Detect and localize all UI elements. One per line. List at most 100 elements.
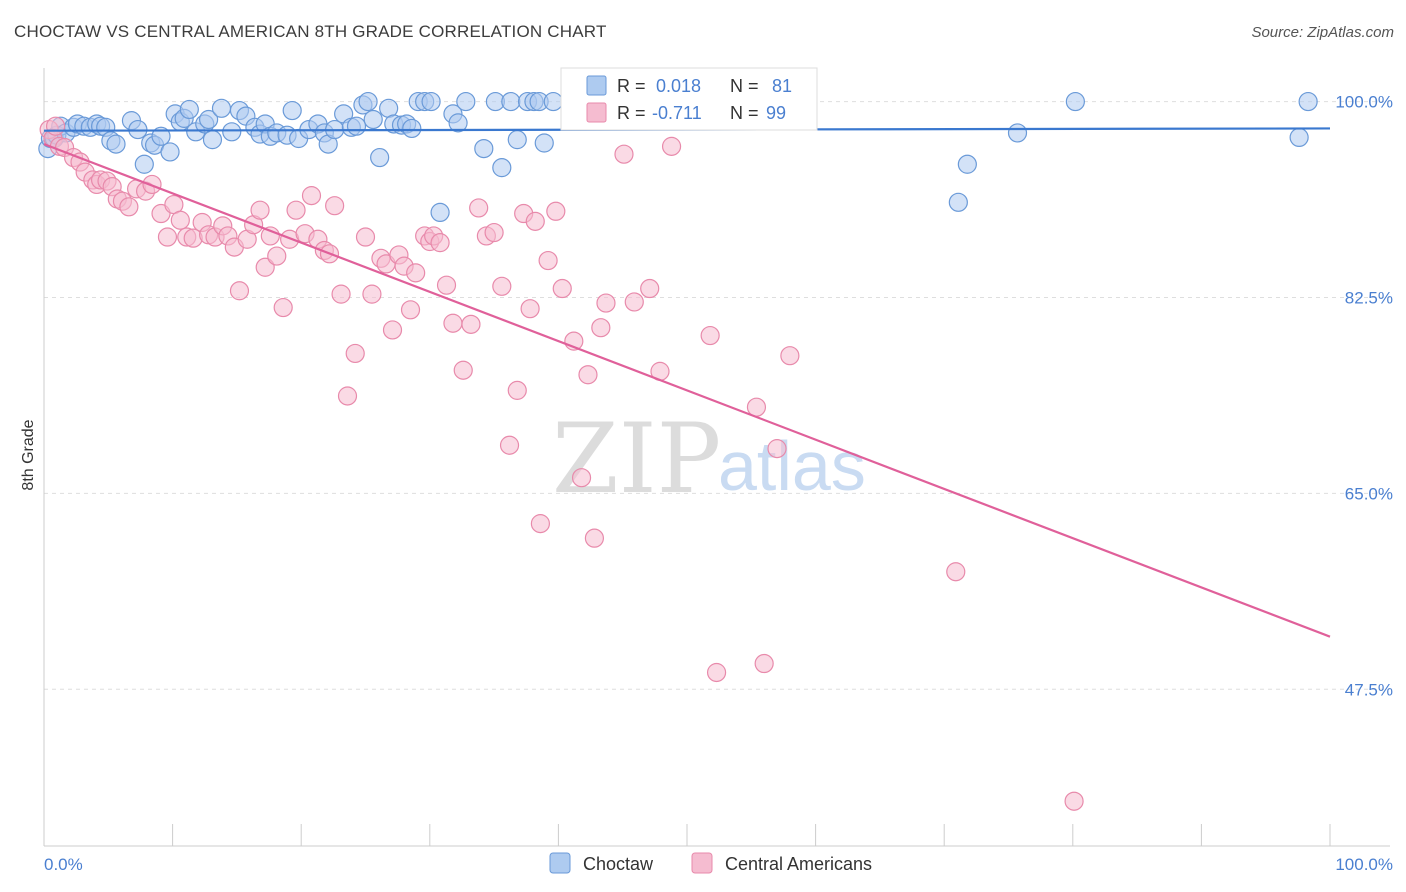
legend-swatch-choctaw [586,75,607,96]
x-tick-label: 0.0% [44,855,83,874]
central-americans-point [430,233,450,253]
central-americans-point [507,380,527,400]
choctaw-point [1007,123,1028,143]
bottom-legend: Choctaw Central Americans [549,852,872,874]
bottom-legend-swatch-central-americans [691,852,713,874]
central-americans-point [400,300,421,320]
legend-r-value-choctaw: 0.018 [656,76,701,96]
central-americans-point [661,136,682,156]
choctaw-point [501,91,521,112]
central-americans-point [337,386,358,406]
y-tick-label: 100.0% [1335,93,1393,112]
axes-layer [43,68,1390,847]
central-americans-point [700,325,720,346]
central-americans-point [229,281,250,301]
bottom-legend-swatch-choctaw [549,852,571,874]
central-americans-point [286,200,306,220]
central-americans-point [484,222,504,243]
legend-n-label-central-americans: N = [730,103,759,123]
y-axis-label: 8th Grade [20,419,37,490]
central-americans-point [273,297,293,318]
central-americans-point [301,186,322,206]
choctaw-point [179,99,199,120]
central-americans-point [345,343,365,364]
legend-n-label-choctaw: N = [730,76,759,96]
points-layer [38,91,1318,811]
central-americans-point [453,360,473,380]
watermark-atlas: atlas [718,427,866,505]
central-americans-point [624,292,644,312]
choctaw-point [282,100,302,121]
choctaw-point [1065,91,1085,112]
grid-layer [44,101,1390,690]
central-americans-point [571,468,592,488]
central-americans-point [767,439,787,459]
central-americans-point [578,365,598,385]
choctaw-point [957,154,977,174]
central-americans-point [461,314,481,334]
central-americans-point [499,435,520,455]
central-americans-point [469,198,489,218]
y-tick-label: 47.5% [1345,680,1393,699]
choctaw-point [948,192,968,212]
choctaw-point [160,142,180,162]
trend-layer [43,127,1331,638]
choctaw-point [448,113,468,133]
central-americans-point [255,257,275,277]
choctaw-point [1298,91,1318,112]
central-americans-point [614,144,634,164]
choctaw-point [358,91,378,112]
central-americans-point [946,562,966,582]
choctaw-point [474,138,494,159]
central-americans-point [170,210,190,230]
central-americans-point [546,201,566,221]
bottom-legend-label-choctaw: Choctaw [583,854,654,874]
choctaw-point [202,130,223,150]
choctaw-point [211,98,232,118]
central-americans-point [260,226,280,246]
chart-title: CHOCTAW VS CENTRAL AMERICAN 8TH GRADE CO… [14,22,607,41]
central-americans-point [591,318,611,338]
y-tick-label: 65.0% [1345,484,1393,503]
choctaw-point [363,109,383,130]
y-tick-label: 82.5% [1345,288,1393,307]
choctaw-point [346,116,367,136]
choctaw-point [1289,127,1309,148]
legend-swatch-central-americans [586,102,607,123]
choctaw-point [222,122,242,142]
central-americans-point [331,284,351,304]
legend: R = 0.018 N = 81 R = -0.711 N = 99 [560,67,818,131]
central-americans-point [530,514,550,534]
central-americans-point [706,662,727,683]
central-americans-point [596,293,616,313]
central-americans-point [525,211,545,231]
central-americans-point [45,116,66,136]
central-americans-point [267,246,287,266]
central-americans-point [552,278,572,299]
central-americans-point [1064,791,1084,811]
choctaw-point [134,154,154,174]
legend-n-value-choctaw: 81 [772,76,792,96]
central-americans-point [406,263,426,283]
central-americans-point [520,299,540,319]
choctaw-point [151,126,171,146]
legend-r-label-choctaw: R = [617,76,646,96]
choctaw-point [199,109,219,130]
chart-source: Source: ZipAtlas.com [1251,24,1394,41]
bottom-legend-label-central-americans: Central Americans [725,854,872,874]
legend-r-value-central-americans: -0.711 [652,103,702,123]
tick-label-layer: 47.5% 65.0% 82.5% 100.0% 0.0% 100.0% [44,93,1393,874]
central-americans-point [362,284,382,304]
x-tick-label: 100.0% [1335,855,1393,874]
central-americans-point [325,196,345,216]
central-americans-point [538,250,558,271]
watermark: ZIP atlas [552,403,866,515]
choctaw-point [370,147,390,168]
central-americans-trend-line [43,143,1331,638]
choctaw-point [106,134,126,154]
choctaw-point [430,202,450,223]
legend-n-value-central-americans: 99 [766,103,786,123]
central-americans-point [640,278,660,299]
central-americans-point [584,528,605,548]
